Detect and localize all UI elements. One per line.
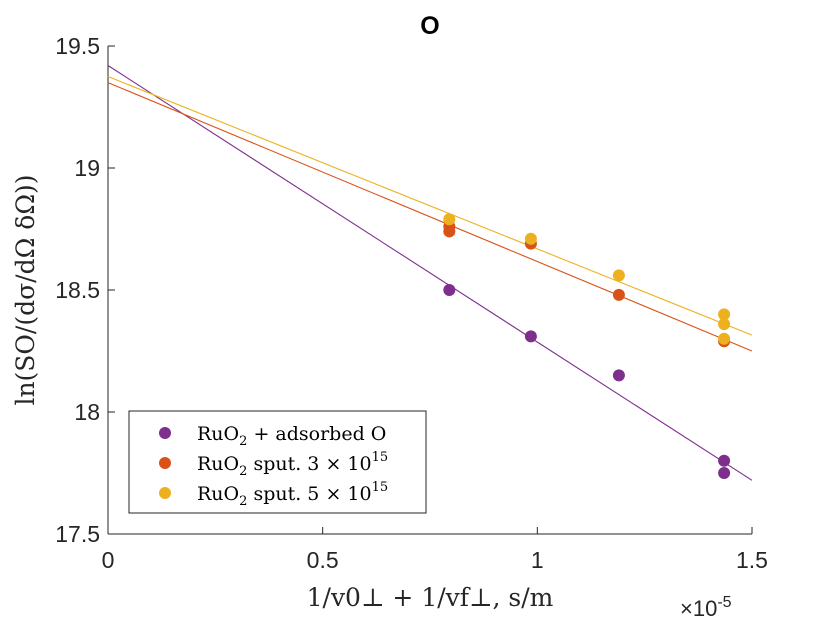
fit-line [107,75,753,336]
data-point [612,369,625,382]
fit-line [107,82,753,352]
fit-lines [107,65,753,481]
data-point [443,213,456,226]
legend-label: RuO2 sput. 3 × 1015 [197,450,388,479]
data-point [718,467,731,479]
data-point [443,225,456,238]
legend-marker [159,457,171,469]
chart-title: O [420,12,439,40]
fit-line [107,65,753,481]
x-tick-label: 0.5 [307,547,339,573]
data-point [524,232,537,245]
y-axis-label: ln(SO/(dσ/dΩ δΩ)) [11,174,40,405]
y-axis-ticks: 17.5 18 18.5 19 19.5 [55,33,115,547]
legend-label: RuO2 + adsorbed O [197,423,386,449]
x-tick-label: 0 [102,547,115,573]
data-point [443,284,456,296]
y-tick-label: 17.5 [55,521,100,547]
data-point [612,269,625,282]
legend-marker [159,487,171,499]
x-tick-label: 1 [531,547,544,573]
x-axis-label: 1/v0⊥ + 1/vf⊥, s/m [307,583,554,612]
data-point [718,308,731,321]
x-axis-ticks: 0 0.5 1 1.5 [102,527,768,573]
y-tick-label: 18 [74,399,100,425]
data-point [718,454,731,467]
data-points [443,213,731,479]
y-tick-label: 19.5 [55,33,100,59]
x-axis-multiplier-exp: -5 [717,594,731,611]
y-tick-label: 19 [74,155,100,181]
data-point [718,332,731,345]
data-point [718,318,731,331]
data-point [524,330,537,343]
legend-marker [159,427,171,439]
x-axis-multiplier-base: ×10 [680,596,717,621]
legend-box [128,410,427,514]
x-tick-label: 1.5 [736,547,768,573]
legend-label: RuO2 sput. 5 × 1015 [197,480,388,509]
data-point [612,288,625,301]
x-axis-multiplier: ×10-5 [680,594,732,621]
y-tick-label: 18.5 [55,277,100,303]
